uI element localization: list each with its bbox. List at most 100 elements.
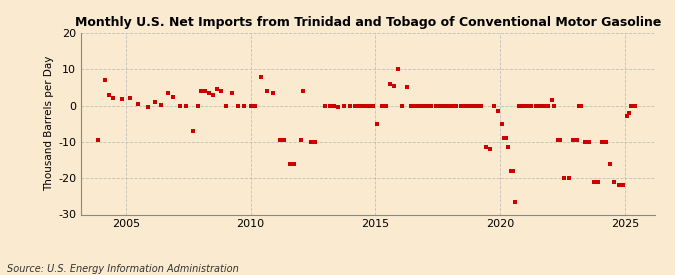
Point: [563, 176, 574, 180]
Point: [285, 161, 296, 166]
Point: [360, 103, 371, 108]
Point: [306, 140, 317, 144]
Point: [233, 103, 244, 108]
Point: [368, 103, 379, 108]
Point: [630, 103, 641, 108]
Point: [426, 103, 437, 108]
Point: [93, 138, 104, 142]
Point: [108, 96, 119, 101]
Point: [320, 103, 331, 108]
Point: [333, 105, 344, 110]
Point: [181, 103, 192, 108]
Point: [599, 140, 610, 144]
Point: [464, 103, 475, 108]
Point: [493, 109, 504, 113]
Point: [624, 111, 634, 115]
Point: [393, 67, 404, 72]
Point: [613, 183, 624, 188]
Point: [559, 176, 570, 180]
Point: [239, 103, 250, 108]
Point: [150, 100, 161, 104]
Point: [245, 103, 256, 108]
Text: Source: U.S. Energy Information Administration: Source: U.S. Energy Information Administ…: [7, 264, 238, 274]
Point: [622, 114, 632, 119]
Point: [534, 103, 545, 108]
Point: [256, 74, 267, 79]
Point: [605, 161, 616, 166]
Point: [439, 103, 450, 108]
Point: [324, 103, 335, 108]
Point: [104, 92, 115, 97]
Point: [349, 103, 360, 108]
Point: [195, 89, 206, 93]
Point: [262, 89, 273, 93]
Point: [200, 89, 211, 93]
Point: [168, 94, 179, 99]
Y-axis label: Thousand Barrels per Day: Thousand Barrels per Day: [44, 56, 54, 191]
Point: [409, 103, 420, 108]
Point: [549, 103, 560, 108]
Point: [116, 97, 127, 101]
Point: [530, 103, 541, 108]
Point: [597, 140, 608, 144]
Point: [295, 138, 306, 142]
Point: [278, 138, 289, 142]
Point: [459, 103, 470, 108]
Point: [356, 103, 367, 108]
Point: [351, 103, 362, 108]
Title: Monthly U.S. Net Imports from Trinidad and Tobago of Conventional Motor Gasoline: Monthly U.S. Net Imports from Trinidad a…: [75, 16, 661, 29]
Point: [125, 96, 136, 101]
Point: [376, 103, 387, 108]
Point: [250, 103, 261, 108]
Point: [133, 101, 144, 106]
Point: [574, 103, 585, 108]
Point: [216, 89, 227, 93]
Point: [514, 103, 524, 108]
Point: [518, 103, 529, 108]
Point: [289, 161, 300, 166]
Point: [547, 98, 558, 102]
Point: [501, 136, 512, 141]
Point: [212, 87, 223, 92]
Point: [268, 91, 279, 95]
Point: [499, 136, 510, 141]
Point: [576, 103, 587, 108]
Point: [208, 92, 219, 97]
Point: [227, 91, 238, 95]
Point: [275, 138, 286, 142]
Point: [385, 82, 396, 86]
Point: [389, 83, 400, 88]
Point: [568, 138, 578, 142]
Point: [509, 200, 520, 204]
Point: [397, 103, 408, 108]
Point: [381, 103, 392, 108]
Point: [434, 103, 445, 108]
Point: [451, 103, 462, 108]
Point: [443, 103, 454, 108]
Point: [422, 103, 433, 108]
Point: [507, 169, 518, 173]
Point: [187, 129, 198, 133]
Point: [455, 103, 466, 108]
Point: [431, 103, 441, 108]
Point: [553, 138, 564, 142]
Point: [580, 140, 591, 144]
Point: [601, 140, 612, 144]
Point: [497, 122, 508, 126]
Point: [609, 180, 620, 184]
Point: [156, 102, 167, 107]
Point: [522, 103, 533, 108]
Point: [572, 138, 583, 142]
Point: [345, 103, 356, 108]
Point: [401, 85, 412, 90]
Point: [204, 91, 215, 95]
Point: [543, 103, 554, 108]
Point: [328, 103, 339, 108]
Point: [414, 103, 425, 108]
Point: [539, 103, 549, 108]
Point: [472, 103, 483, 108]
Point: [162, 91, 173, 95]
Point: [480, 145, 491, 150]
Point: [555, 138, 566, 142]
Point: [593, 180, 603, 184]
